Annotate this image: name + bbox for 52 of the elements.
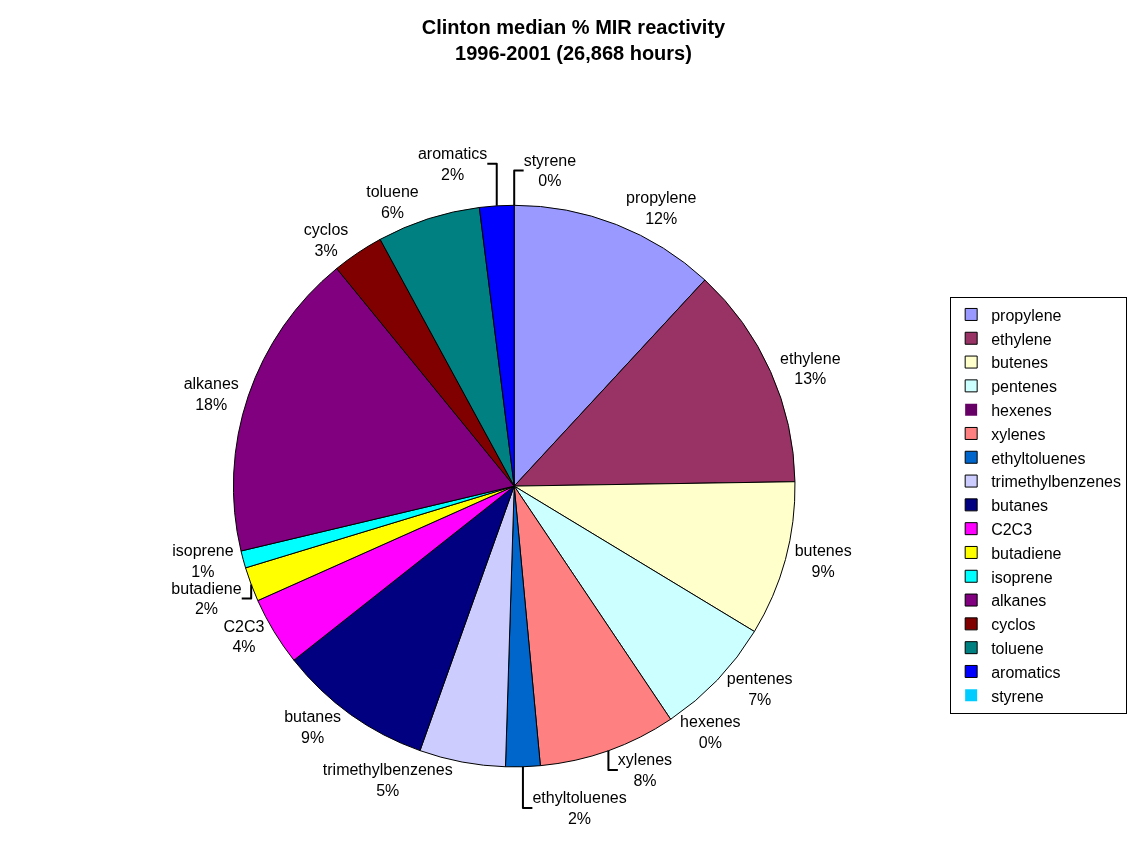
- legend-label: C2C3: [991, 520, 1033, 538]
- legend-label: ethylene: [991, 330, 1052, 348]
- legend-label: trimethylbenzenes: [991, 473, 1121, 491]
- slice-label: butadiene: [171, 579, 242, 597]
- slice-label: ethylene: [780, 349, 841, 367]
- data-label: 9%: [301, 728, 325, 746]
- data-label: 2%: [441, 165, 465, 183]
- category-label: hexenes: [680, 713, 741, 731]
- data-label: 1%: [191, 562, 215, 580]
- slice-label: xylenes: [617, 751, 673, 769]
- slice-label: cyclos: [303, 220, 349, 238]
- data-label: 5%: [376, 782, 400, 800]
- slice-label: aromatics: [417, 144, 488, 162]
- legend-label: ethyltoluenes: [991, 449, 1086, 467]
- legend-label: alkanes: [991, 592, 1047, 610]
- slice-label: ethyltoluenes: [532, 789, 627, 806]
- legend-label: butanes: [991, 497, 1049, 515]
- legend-label: cyclos: [991, 616, 1036, 634]
- slice-label: propylene: [626, 189, 697, 207]
- category-label: styrene: [523, 151, 577, 169]
- legend-label: propylene: [991, 306, 1062, 324]
- text: 0%: [698, 734, 722, 752]
- chart-title: Clinton median % MIR reactivity 1996-2001 (26,868 hours): [421, 15, 727, 64]
- data-label: 4%: [232, 638, 256, 656]
- data-label: 13%: [794, 370, 827, 388]
- legend-label: pentenes: [991, 378, 1057, 396]
- slice-label: C2C3: [223, 617, 265, 635]
- data-label: 7%: [748, 690, 772, 708]
- legend-label: hexenes: [991, 401, 1052, 419]
- data-label: 18%: [195, 395, 228, 413]
- slice-label: butanes: [284, 707, 342, 725]
- slice-label: trimethylbenzenes: [322, 761, 453, 779]
- text: 0%: [538, 172, 562, 190]
- data-label: 12%: [645, 210, 678, 228]
- data-label: 3%: [314, 241, 338, 259]
- legend-label: butadiene: [991, 544, 1062, 562]
- slice-label: isoprene: [172, 541, 234, 559]
- data-label: 2%: [567, 809, 592, 827]
- slice-label: alkanes: [183, 375, 239, 393]
- data-label: 6%: [380, 203, 405, 221]
- legend-label: butenes: [991, 354, 1049, 372]
- legend-label: toluene: [991, 639, 1044, 657]
- slice-label: butenes: [794, 541, 852, 559]
- data-label: 8%: [633, 772, 657, 790]
- legend-label: isoprene: [991, 568, 1053, 586]
- slice-label: toluene: [366, 182, 419, 200]
- legend-label: aromatics: [991, 663, 1061, 681]
- slice-label: pentenes: [726, 670, 793, 688]
- data-label: 2%: [194, 600, 219, 618]
- legend-label: xylenes: [991, 425, 1046, 443]
- data-label: 9%: [811, 562, 835, 580]
- legend-label: styrene: [991, 687, 1044, 705]
